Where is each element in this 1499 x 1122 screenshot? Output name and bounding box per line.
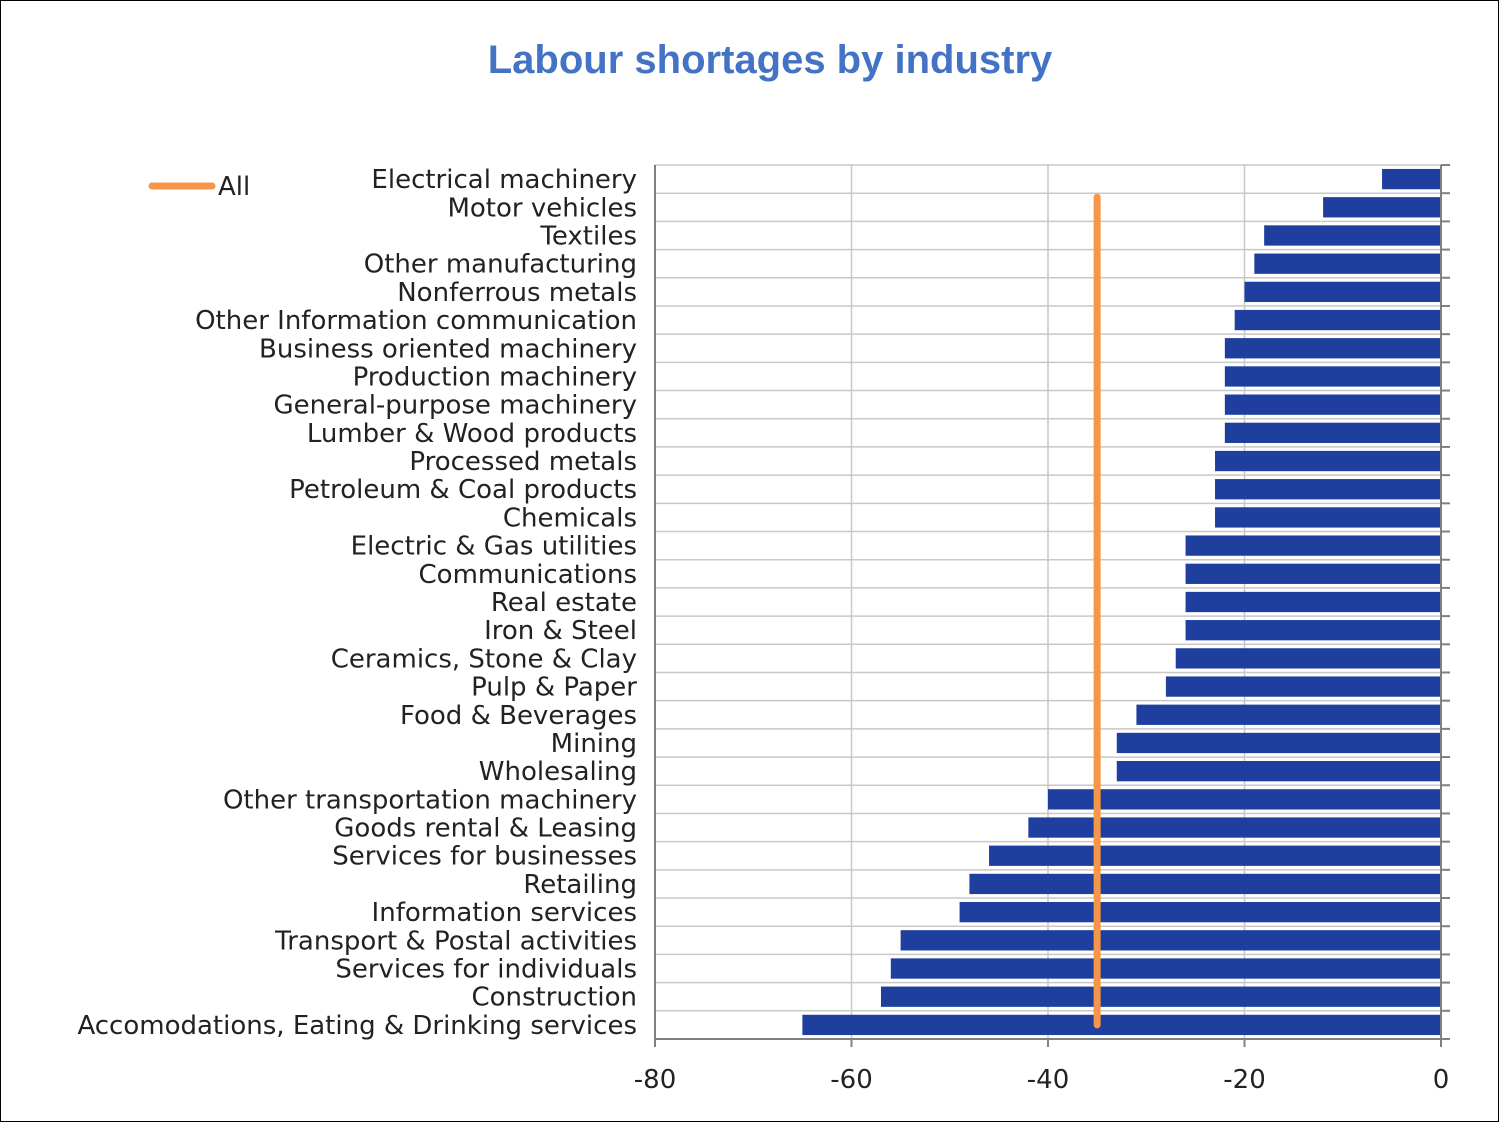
category-label: Goods rental & Leasing <box>334 814 637 844</box>
category-label: Retailing <box>523 870 637 900</box>
bar <box>1224 422 1441 443</box>
bar <box>1323 197 1441 218</box>
bar <box>1165 676 1441 697</box>
category-label: Accomodations, Eating & Drinking service… <box>77 1011 637 1041</box>
category-label: Motor vehicles <box>447 193 637 223</box>
bar <box>1234 309 1441 331</box>
category-label: Services for businesses <box>332 842 637 872</box>
axes <box>654 164 1450 1047</box>
x-tick-label: -60 <box>830 1065 872 1095</box>
bar <box>1175 648 1441 669</box>
bar <box>1028 817 1441 838</box>
bar <box>1382 168 1441 190</box>
category-label: Communications <box>419 560 637 590</box>
category-label: Ceramics, Stone & Clay <box>331 644 637 674</box>
bar <box>969 873 1441 895</box>
chart-title: Labour shortages by industry <box>487 38 1053 82</box>
bar <box>989 845 1441 866</box>
bar <box>1224 338 1441 359</box>
bar <box>1185 535 1441 556</box>
bar <box>1215 507 1441 528</box>
category-label: Construction <box>471 983 637 1013</box>
bar <box>1185 591 1441 613</box>
x-tick-label: -40 <box>1027 1065 1069 1095</box>
category-label: Transport & Postal activities <box>274 926 637 956</box>
legend: All <box>148 172 250 202</box>
category-label: Real estate <box>491 588 637 618</box>
category-label: Electric & Gas utilities <box>351 532 637 562</box>
bar <box>1185 563 1441 584</box>
category-label: Food & Beverages <box>400 701 637 731</box>
category-label: Other manufacturing <box>364 250 637 280</box>
category-label: Lumber & Wood products <box>307 419 637 449</box>
bar <box>1136 704 1441 725</box>
bar <box>1116 761 1441 782</box>
category-label: Electrical machinery <box>371 165 637 195</box>
category-label: Other Information communication <box>195 306 637 336</box>
bar <box>880 986 1441 1007</box>
bar <box>1215 479 1441 500</box>
category-label: Petroleum & Coal products <box>289 475 637 505</box>
x-tick-label: 0 <box>1433 1065 1450 1095</box>
bar <box>1244 281 1441 303</box>
bar <box>802 1014 1441 1036</box>
bar <box>1215 450 1441 472</box>
bar <box>1185 620 1441 641</box>
category-label: Nonferrous metals <box>397 278 637 308</box>
bar <box>959 901 1441 923</box>
category-label: Wholesaling <box>479 757 637 787</box>
category-label: Textiles <box>539 221 637 251</box>
bar <box>1224 394 1441 415</box>
legend-label-all: All <box>218 172 250 202</box>
category-label: General-purpose machinery <box>273 391 637 421</box>
bar <box>1254 253 1441 274</box>
bar <box>1048 789 1441 810</box>
category-label: Mining <box>551 729 637 759</box>
category-label: Chemicals <box>503 503 637 533</box>
x-tick-label: -80 <box>634 1065 676 1095</box>
category-label: Production machinery <box>353 362 637 392</box>
x-tick-label: -20 <box>1223 1065 1265 1095</box>
category-label: Services for individuals <box>335 955 637 985</box>
category-label: Information services <box>372 898 637 928</box>
bar <box>1224 366 1441 387</box>
bar <box>1116 732 1441 754</box>
gridlines <box>654 164 1442 1040</box>
x-tick-labels: -80 -60 -40 -20 0 <box>634 1065 1450 1095</box>
category-label: Iron & Steel <box>484 616 637 646</box>
category-label: Business oriented machinery <box>259 334 637 364</box>
bars <box>802 168 1441 1036</box>
category-label: Pulp & Paper <box>471 673 637 703</box>
category-label: Processed metals <box>409 447 637 477</box>
category-label: Other transportation machinery <box>223 785 637 815</box>
bar <box>900 930 1441 951</box>
bar <box>890 958 1441 979</box>
bar <box>1264 225 1441 246</box>
